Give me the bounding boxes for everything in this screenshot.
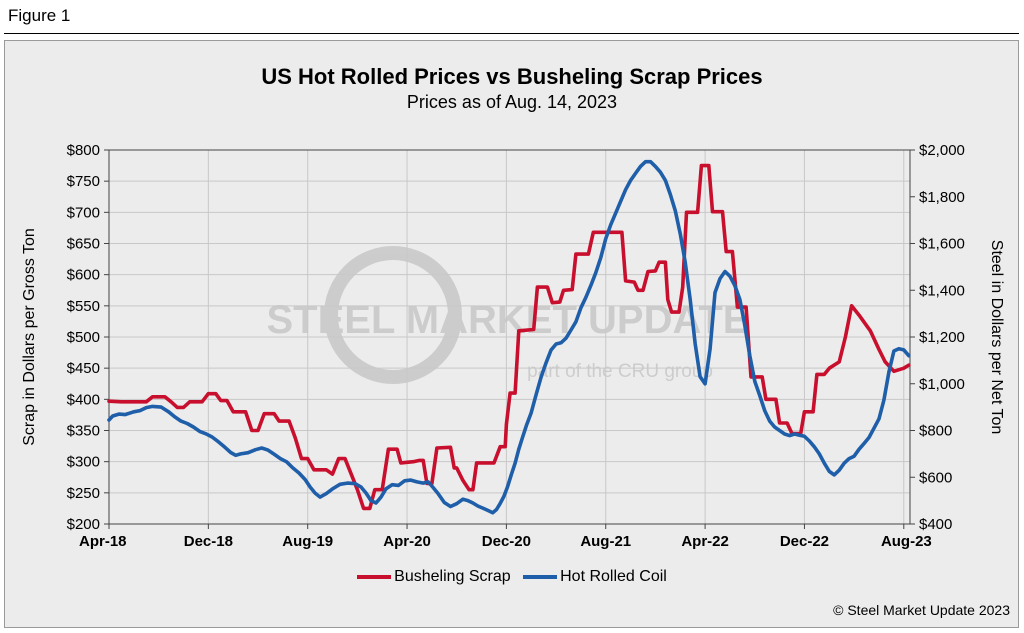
watermark-brand: STEEL MARKET UPDATE [267,298,750,342]
left-tick-label: $800 [67,142,100,159]
left-tick-label: $700 [67,204,100,221]
left-tick-label: $250 [67,485,100,502]
right-axis-label: Steel in Dollars per Net Ton [988,240,1005,434]
left-tick-label: $200 [67,516,100,533]
x-tick-label: Dec-20 [482,533,531,550]
right-tick-label: $600 [919,469,952,486]
right-tick-label: $1,600 [919,236,965,253]
watermark: STEEL MARKET UPDATE part of the CRU grou… [267,246,750,384]
left-tick-label: $500 [67,329,100,346]
chart-title: US Hot Rolled Prices vs Busheling Scrap … [261,64,763,89]
right-tick-label: $1,800 [919,189,965,206]
busheling-scrap-line [107,163,911,511]
chart-panel [4,40,1019,628]
gridlines [109,150,910,524]
figure-divider [4,33,1019,34]
x-axis: Apr-18 Dec-18 Aug-19 Apr-20 Dec-20 Aug-21 Apr-… [79,524,932,550]
right-tick-label: $2,000 [919,142,965,159]
right-tick-label: $1,400 [919,282,965,299]
hot-rolled-coil-line [107,159,911,515]
chart-subtitle: Prices as of Aug. 14, 2023 [406,92,618,112]
figure-label: Figure 1 [8,6,71,25]
x-tick-label: Apr-22 [681,533,729,550]
legend-item-hrc: Hot Rolled Coil [523,568,667,586]
left-tick-label: $600 [67,267,100,284]
legend-label-scrap: Busheling Scrap [394,568,511,585]
right-tick-label: $1,200 [919,329,965,346]
legend-label-hrc: Hot Rolled Coil [560,568,667,585]
right-tick-label: $400 [919,516,952,533]
left-tick-label: $750 [67,173,100,190]
legend-swatch-scrap [357,575,392,579]
right-axis: $400 $600 $800 $1,000 $1,200 $1,400 $1,600 $1,8… [910,142,965,533]
x-tick-label: Dec-22 [780,533,829,550]
legend: Busheling Scrap Hot Rolled Coil [0,566,1024,586]
left-tick-label: $350 [67,423,100,440]
x-tick-label: Dec-18 [184,533,233,550]
copyright-notice: © Steel Market Update 2023 [833,602,1010,618]
legend-swatch-hrc [523,575,558,579]
watermark-logo [324,246,462,384]
x-tick-label: Apr-20 [383,533,431,550]
x-tick-label: Aug-21 [580,533,631,550]
left-tick-label: $300 [67,454,100,471]
watermark-tagline: part of the CRU group [527,361,713,382]
left-tick-label: $650 [67,236,100,253]
legend-item-scrap: Busheling Scrap [357,568,511,586]
x-tick-label: Aug-19 [282,533,333,550]
left-tick-label: $550 [67,298,100,315]
left-tick-label: $400 [67,391,100,408]
left-axis: $200 $250 $300 $350 $400 $450 $500 $550 $600 $650… [67,142,109,533]
right-tick-label: $800 [919,423,952,440]
left-axis-label: Scrap in Dollars per Gross Ton [21,228,38,446]
right-tick-label: $1,000 [919,376,965,393]
series-layer [107,159,911,515]
x-tick-label: Aug-23 [881,533,932,550]
x-tick-label: Apr-18 [79,533,127,550]
left-tick-label: $450 [67,360,100,377]
